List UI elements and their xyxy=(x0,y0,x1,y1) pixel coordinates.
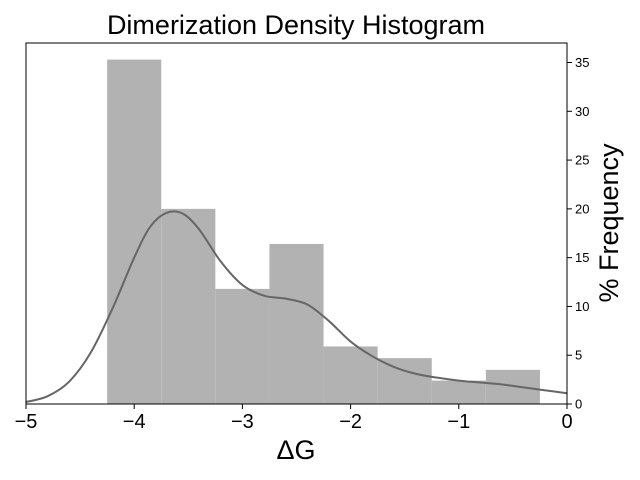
x-tick-label: 0 xyxy=(561,411,572,433)
y-axis-ticks: 0 5 10 15 20 25 30 35 xyxy=(567,55,589,412)
y-axis-label: % Frequency xyxy=(594,143,624,303)
y-tick-label: 15 xyxy=(575,250,589,265)
histogram-bar-0 xyxy=(107,59,162,404)
y-tick-label: 5 xyxy=(575,348,582,363)
y-tick-label: 10 xyxy=(575,299,589,314)
histogram-bar-3 xyxy=(269,243,324,404)
y-tick-label: 35 xyxy=(575,55,589,70)
density-curve xyxy=(25,210,568,404)
x-tick-label: −3 xyxy=(231,411,254,433)
y-tick-label: 30 xyxy=(575,104,589,119)
histogram-bar-6 xyxy=(431,380,486,404)
histogram-bar-1 xyxy=(161,208,216,404)
chart-title: Dimerization Density Histogram xyxy=(107,10,485,40)
y-tick-label: 0 xyxy=(575,397,582,412)
x-tick-label: −5 xyxy=(15,411,38,433)
x-axis-label: ΔG xyxy=(276,435,315,465)
histogram-bars xyxy=(107,59,540,404)
x-axis-ticks: −5 −4 −3 −2 −1 0 xyxy=(15,404,573,433)
x-tick-label: −1 xyxy=(447,411,470,433)
y-tick-label: 20 xyxy=(575,201,589,216)
y-tick-label: 25 xyxy=(575,153,589,168)
plot-frame xyxy=(25,42,568,405)
histogram-bar-5 xyxy=(377,358,432,404)
histogram-bar-2 xyxy=(215,288,270,404)
x-tick-label: −4 xyxy=(123,411,146,433)
histogram-bar-4 xyxy=(323,346,378,404)
histogram-bar-7 xyxy=(485,369,540,404)
x-tick-label: −2 xyxy=(339,411,362,433)
